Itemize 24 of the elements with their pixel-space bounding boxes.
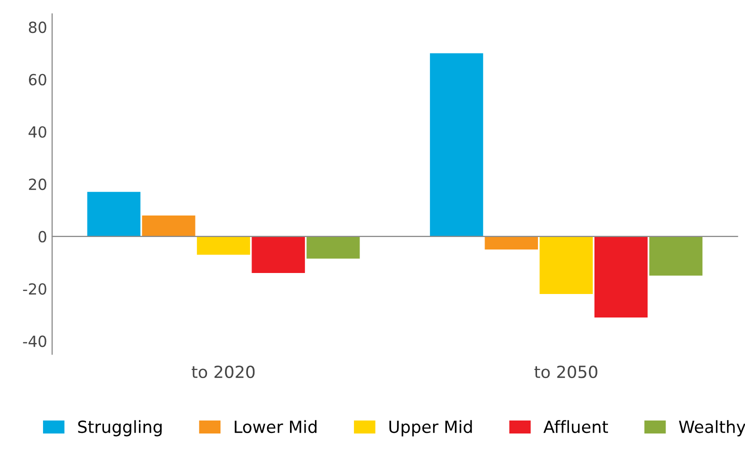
y-tick-label: 40: [28, 126, 46, 138]
y-tick-label: -40: [23, 336, 46, 348]
legend-label: Wealthy: [678, 420, 745, 436]
bar: [430, 53, 484, 236]
bar: [196, 236, 250, 255]
legend-label: Upper Mid: [389, 420, 472, 436]
bar: [540, 236, 593, 294]
bar: [142, 215, 196, 236]
x-tick-label: to 2050: [534, 366, 598, 378]
y-tick-label: 20: [28, 178, 46, 190]
y-tick-label: -20: [23, 283, 46, 295]
legend-label: Lower Mid: [234, 420, 316, 434]
x-tick-label: to 2020: [192, 366, 255, 378]
legend-label: Struggling: [78, 420, 162, 436]
bar: [87, 192, 140, 236]
bar: [484, 236, 538, 250]
y-tick-label: 60: [28, 74, 46, 86]
y-tick-label: 0: [38, 230, 46, 242]
bar: [252, 236, 305, 274]
bar: [594, 236, 648, 318]
bar: [649, 236, 702, 276]
legend-label: Affluent: [543, 420, 608, 434]
y-tick-label: 80: [28, 22, 46, 34]
bar: [306, 236, 360, 259]
